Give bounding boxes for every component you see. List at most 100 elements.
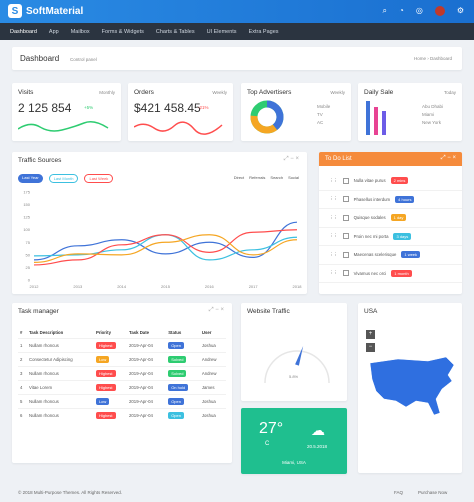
tab-last-year[interactable]: Last Year bbox=[18, 174, 43, 183]
todo-checkbox[interactable] bbox=[342, 177, 349, 184]
breadcrumb-current: Dashboard bbox=[429, 56, 452, 61]
avatar[interactable] bbox=[434, 6, 445, 16]
nav-dashboard[interactable]: Dashboard bbox=[10, 28, 37, 35]
zoom-in-button[interactable]: + bbox=[366, 330, 375, 339]
x-tick: 2018 bbox=[293, 284, 303, 289]
main-nav: Dashboard App Mailbox Forms & Widgets Ch… bbox=[0, 23, 474, 40]
task-user: Andrew bbox=[199, 366, 226, 381]
task-date: 2019-Apr-04 bbox=[127, 352, 167, 367]
usa-map[interactable] bbox=[368, 355, 456, 417]
nav-forms[interactable]: Forms & Widgets bbox=[101, 28, 144, 35]
tab-last-month[interactable]: Last Month bbox=[48, 174, 79, 183]
x-tick: 2014 bbox=[117, 284, 127, 289]
breadcrumb-home[interactable]: Home bbox=[413, 56, 426, 61]
series-search bbox=[33, 229, 298, 266]
legend-tv: TV bbox=[317, 112, 323, 117]
task-date: 2019-Apr-04 bbox=[127, 380, 167, 395]
drag-handle-icon[interactable]: ⋮⋮ bbox=[329, 214, 338, 220]
table-row[interactable]: 4 Vitae Lorem Highest 2019-Apr-04 On hold Jam… bbox=[18, 380, 226, 395]
visits-card: Visits Monthly 2 125 854 +5% bbox=[12, 83, 121, 141]
orders-change: -21% bbox=[198, 105, 209, 110]
series-social bbox=[33, 234, 298, 263]
orders-card: Orders Weekly $421 458.45 -21% bbox=[128, 83, 233, 141]
task-id: 4 bbox=[18, 380, 27, 395]
task-desc: Nullam rhoncus bbox=[26, 338, 94, 353]
search-icon[interactable]: ⌕ bbox=[382, 6, 387, 15]
task-id: 3 bbox=[18, 366, 27, 381]
nav-app[interactable]: App bbox=[48, 28, 59, 35]
period-select[interactable]: Monthly bbox=[99, 90, 115, 95]
weather-city: Miami, USA bbox=[282, 460, 306, 465]
faq-link[interactable]: FAQ bbox=[394, 490, 404, 495]
nav-extra[interactable]: Extra Pages bbox=[248, 28, 279, 35]
column-header: # bbox=[20, 330, 23, 335]
table-row[interactable]: 5 Nullam rhoncus Low 2019-Apr-04 Open Joshua bbox=[18, 394, 226, 409]
drag-handle-icon[interactable]: ⋮⋮ bbox=[329, 233, 338, 239]
drag-handle-icon[interactable]: ⋮⋮ bbox=[329, 270, 338, 276]
user-icon[interactable]: ◎ bbox=[415, 6, 423, 15]
task-date: 2019-Apr-04 bbox=[127, 394, 167, 409]
nav-charts[interactable]: Charts & Tables bbox=[155, 28, 195, 35]
table-row[interactable]: 2 Consectetur Adipiscing Low 2019-Apr-04 Sol… bbox=[18, 352, 226, 367]
task-desc: Consectetur Adipiscing bbox=[26, 352, 94, 367]
period-select[interactable]: Weekly bbox=[212, 90, 227, 95]
gear-icon[interactable]: ⚙ bbox=[456, 6, 464, 15]
bar-3 bbox=[382, 111, 386, 135]
task-id: 5 bbox=[18, 394, 27, 409]
bell-icon[interactable]: ◔ bbox=[399, 6, 404, 15]
bar-2 bbox=[374, 107, 378, 135]
traffic-card: Traffic Sources ⤢ − × Last Year Last Mon… bbox=[12, 152, 307, 294]
table-row[interactable]: 3 Nullam rhoncus Highest 2019-Apr-04 Solved A… bbox=[18, 366, 226, 381]
task-date: 2019-Apr-04 bbox=[127, 408, 167, 422]
bar-1 bbox=[366, 101, 370, 135]
y-tick: 0 bbox=[28, 278, 31, 283]
todo-checkbox[interactable] bbox=[342, 270, 349, 277]
table-row[interactable]: 6 Nullam rhoncus Highest 2019-Apr-04 Open Jos… bbox=[18, 408, 226, 422]
legend-referrals: Referrals bbox=[249, 175, 266, 180]
drag-handle-icon[interactable]: ⋮⋮ bbox=[329, 251, 338, 257]
todo-checkbox[interactable] bbox=[342, 196, 349, 203]
task-user: James bbox=[199, 380, 226, 395]
orders-value: $421 458.45 bbox=[134, 101, 201, 115]
column-header: User bbox=[201, 330, 212, 335]
weather-unit: C bbox=[265, 441, 270, 447]
y-tick: 150 bbox=[23, 202, 30, 207]
card-controls[interactable]: ⤢ − × bbox=[440, 155, 456, 161]
task-desc: Nullam rhoncus bbox=[26, 366, 94, 381]
orders-sparkline bbox=[134, 121, 223, 135]
card-controls[interactable]: ⤢ − × bbox=[283, 156, 299, 162]
nav-mailbox[interactable]: Mailbox bbox=[70, 28, 90, 35]
drag-handle-icon[interactable]: ⋮⋮ bbox=[329, 196, 338, 202]
todo-checkbox[interactable] bbox=[342, 214, 349, 221]
period-select[interactable]: Today bbox=[443, 90, 456, 95]
nav-ui[interactable]: UI Elements bbox=[206, 28, 237, 35]
purchase-link[interactable]: Purchase Now bbox=[418, 490, 448, 495]
task-user: Andrew bbox=[199, 352, 226, 367]
tab-last-week[interactable]: Last Week bbox=[84, 174, 114, 183]
legend-2: Miami bbox=[422, 112, 434, 117]
task-user: Joshua bbox=[199, 338, 226, 353]
brand[interactable]: S SoftMaterial bbox=[8, 4, 83, 18]
todo-header: To Do List ⤢ − × bbox=[319, 152, 462, 166]
advertisers-legend: Mobile TV AC bbox=[317, 103, 330, 127]
card-controls[interactable]: ⤢ − × bbox=[208, 307, 224, 313]
legend-1: Abu Dhabi bbox=[422, 104, 444, 109]
y-tick: 100 bbox=[23, 227, 30, 232]
drag-handle-icon[interactable]: ⋮⋮ bbox=[329, 177, 338, 183]
card-title: USA bbox=[364, 308, 378, 315]
status-badge: Solved bbox=[168, 370, 187, 377]
period-select[interactable]: Weekly bbox=[330, 90, 345, 95]
y-tick: 125 bbox=[23, 215, 30, 220]
todo-checkbox[interactable] bbox=[342, 251, 349, 258]
priority-badge: Highest bbox=[95, 370, 116, 377]
column-header: Task Date bbox=[129, 330, 150, 335]
visits-sparkline bbox=[18, 121, 109, 132]
todo-text: Maecenas scelerisque bbox=[353, 252, 397, 258]
todo-item: ⋮⋮ Nulla vitae purus 2 mins bbox=[319, 172, 462, 191]
todo-checkbox[interactable] bbox=[342, 233, 349, 240]
todo-text: Nulla vitae purus bbox=[353, 178, 386, 184]
usa-card: USA + − bbox=[358, 303, 462, 473]
advertisers-card: Top Advertisers Weekly Mobile TV AC bbox=[241, 83, 351, 141]
table-row[interactable]: 1 Nullam rhoncus Highest 2019-Apr-04 Open Jos… bbox=[18, 338, 226, 353]
zoom-out-button[interactable]: − bbox=[366, 343, 375, 352]
